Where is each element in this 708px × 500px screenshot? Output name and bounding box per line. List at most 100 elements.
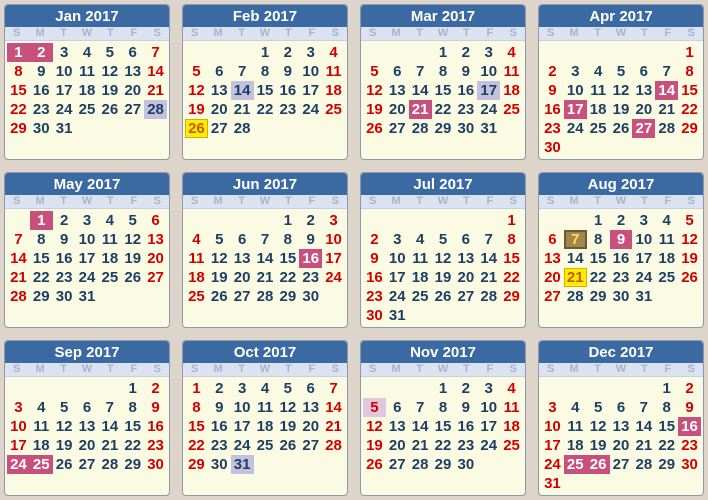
- day-cell[interactable]: 9: [461, 399, 471, 416]
- day-cell[interactable]: 3: [639, 212, 649, 229]
- day-cell[interactable]: 29: [10, 120, 27, 137]
- day-cell[interactable]: 29: [188, 456, 205, 473]
- day-cell[interactable]: 4: [593, 63, 603, 80]
- day-cell[interactable]: 14: [325, 399, 342, 416]
- day-cell[interactable]: 26: [586, 455, 610, 474]
- day-cell[interactable]: 24: [635, 269, 653, 286]
- day-cell[interactable]: 7: [151, 44, 160, 61]
- day-cell[interactable]: 27: [233, 288, 251, 305]
- day-cell[interactable]: 26: [681, 269, 698, 286]
- day-cell[interactable]: 1: [438, 380, 448, 397]
- day-cell[interactable]: 3: [237, 380, 247, 397]
- day-cell[interactable]: 27: [210, 120, 228, 137]
- day-cell[interactable]: 31: [635, 288, 653, 305]
- day-cell[interactable]: 6: [393, 63, 402, 80]
- day-cell[interactable]: 19: [681, 250, 698, 267]
- day-cell[interactable]: 5: [616, 63, 626, 80]
- day-cell[interactable]: 5: [105, 44, 115, 61]
- day-cell[interactable]: 20: [78, 437, 96, 454]
- day-cell[interactable]: 23: [32, 101, 50, 118]
- day-cell[interactable]: 27: [612, 456, 630, 473]
- day-cell[interactable]: 12: [589, 418, 607, 435]
- day-cell[interactable]: 19: [434, 269, 452, 286]
- day-cell[interactable]: 19: [279, 418, 297, 435]
- day-cell[interactable]: 19: [101, 82, 119, 99]
- day-cell[interactable]: 26: [612, 120, 630, 137]
- day-cell[interactable]: 8: [507, 231, 516, 248]
- day-cell[interactable]: 5: [192, 63, 201, 80]
- day-cell[interactable]: 28: [635, 456, 653, 473]
- day-cell[interactable]: 12: [210, 250, 228, 267]
- day-cell[interactable]: 27: [78, 456, 96, 473]
- day-cell[interactable]: 27: [457, 288, 475, 305]
- day-cell[interactable]: 13: [124, 63, 142, 80]
- day-cell[interactable]: 13: [147, 231, 164, 248]
- day-cell[interactable]: 16: [279, 82, 297, 99]
- day-cell[interactable]: 19: [366, 437, 383, 454]
- day-cell[interactable]: 21: [10, 269, 27, 286]
- day-cell[interactable]: 21: [635, 437, 653, 454]
- day-cell[interactable]: 7: [105, 399, 115, 416]
- day-cell[interactable]: 18: [32, 437, 50, 454]
- day-cell[interactable]: 15: [124, 418, 142, 435]
- day-cell[interactable]: 20: [544, 269, 561, 286]
- day-cell[interactable]: 29: [681, 120, 698, 137]
- day-cell[interactable]: 15: [681, 82, 698, 99]
- day-cell[interactable]: 22: [503, 269, 520, 286]
- day-cell[interactable]: 4: [507, 380, 516, 397]
- day-cell[interactable]: 5: [593, 399, 603, 416]
- day-cell[interactable]: 19: [612, 101, 630, 118]
- day-cell[interactable]: 30: [612, 288, 630, 305]
- day-cell[interactable]: 5: [215, 231, 224, 248]
- day-cell[interactable]: 4: [571, 399, 580, 416]
- day-cell[interactable]: 23: [544, 120, 561, 137]
- day-cell[interactable]: 5: [128, 212, 137, 229]
- day-cell[interactable]: 2: [616, 212, 626, 229]
- day-cell[interactable]: 15: [32, 250, 50, 267]
- day-cell[interactable]: 8: [662, 399, 671, 416]
- day-cell[interactable]: 18: [325, 82, 342, 99]
- day-cell[interactable]: 19: [55, 437, 73, 454]
- day-cell[interactable]: 1: [283, 212, 293, 229]
- day-cell[interactable]: 8: [438, 399, 448, 416]
- day-cell[interactable]: 13: [78, 418, 96, 435]
- day-cell[interactable]: 6: [393, 399, 402, 416]
- day-cell[interactable]: 7: [484, 231, 493, 248]
- day-cell[interactable]: 2: [59, 212, 69, 229]
- day-cell[interactable]: 21: [101, 437, 119, 454]
- day-cell[interactable]: 13: [612, 418, 630, 435]
- day-cell[interactable]: 28: [411, 120, 429, 137]
- day-cell[interactable]: 19: [210, 269, 228, 286]
- day-cell[interactable]: 14: [256, 250, 274, 267]
- day-cell[interactable]: 29: [503, 288, 520, 305]
- day-cell[interactable]: 31: [388, 307, 406, 324]
- day-cell[interactable]: 26: [124, 269, 142, 286]
- day-cell[interactable]: 16: [612, 250, 630, 267]
- day-cell[interactable]: 9: [370, 250, 379, 267]
- day-cell[interactable]: 17: [388, 269, 406, 286]
- day-cell[interactable]: 29: [434, 456, 452, 473]
- day-cell[interactable]: 17: [302, 82, 320, 99]
- day-cell[interactable]: 5: [685, 212, 694, 229]
- day-cell[interactable]: 14: [566, 250, 584, 267]
- day-cell[interactable]: 8: [192, 399, 201, 416]
- day-cell[interactable]: 14: [411, 82, 429, 99]
- day-cell[interactable]: 2: [306, 212, 315, 229]
- day-cell[interactable]: 10: [325, 231, 342, 248]
- day-cell[interactable]: 15: [589, 250, 607, 267]
- day-cell[interactable]: 6: [215, 63, 224, 80]
- day-cell[interactable]: 13: [302, 399, 320, 416]
- day-cell[interactable]: 16: [457, 82, 475, 99]
- day-cell[interactable]: 26: [55, 456, 73, 473]
- day-cell[interactable]: 25: [411, 288, 429, 305]
- day-cell[interactable]: 9: [59, 231, 69, 248]
- day-cell[interactable]: 5: [370, 63, 379, 80]
- day-cell[interactable]: 7: [14, 231, 23, 248]
- day-cell[interactable]: 21: [233, 101, 251, 118]
- day-cell[interactable]: 31: [480, 120, 498, 137]
- day-cell[interactable]: 27: [302, 437, 320, 454]
- day-cell[interactable]: 19: [366, 101, 383, 118]
- day-cell[interactable]: 15: [503, 250, 520, 267]
- day-cell[interactable]: 20: [302, 418, 320, 435]
- day-cell[interactable]: 16: [678, 417, 701, 436]
